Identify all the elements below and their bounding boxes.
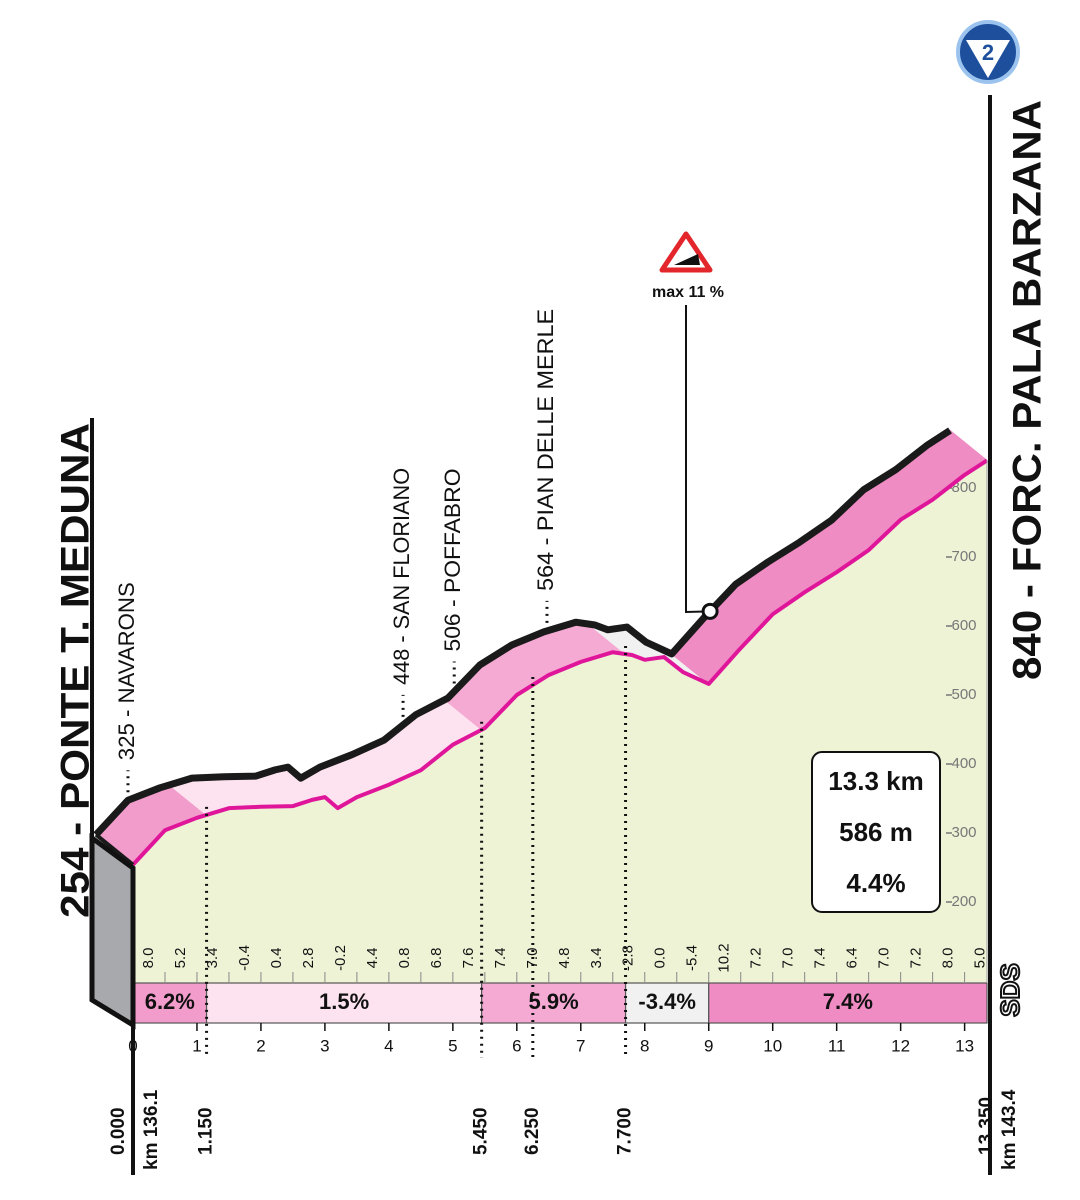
gradient-label: -5.4 [684, 945, 701, 971]
start-block [89, 833, 136, 1030]
start-label: 254 - PONTE T. MEDUNA [54, 423, 98, 918]
gradient-label: 8.0 [140, 948, 157, 969]
gradient-label: 7.0 [780, 948, 797, 969]
start-edge [94, 833, 135, 867]
gradient-label: 7.6 [460, 948, 477, 969]
gradient-label: 0.4 [268, 948, 285, 969]
max-gradient-leader [685, 305, 711, 614]
end-label: 840 - FORC. PALA BARZANA [1006, 100, 1050, 680]
gradient-label: 2.8 [300, 948, 317, 969]
y-tick-label: 600 [951, 617, 976, 634]
gradient-label: 7.2 [908, 948, 925, 969]
distance-marker-label: 0.000 [108, 1107, 129, 1155]
y-tick-label: 800 [951, 479, 976, 496]
waypoint-label: 506 - POFFABRO [440, 468, 465, 651]
x-tick-label: 2 [256, 1036, 265, 1055]
section-bar [132, 982, 208, 1024]
x-tick-label: 3 [320, 1036, 329, 1055]
waypoint-label: 564 - PIAN DELLE MERLE [533, 309, 558, 591]
x-tick-label: 7 [576, 1036, 585, 1055]
x-tick-label: 11 [828, 1036, 846, 1055]
max-gradient-label: max 11 % [652, 284, 724, 301]
profile-top-edge [93, 427, 952, 838]
waypoint-label: 448 - SAN FLORIANO [389, 468, 414, 685]
gradient-label: 6.8 [428, 948, 445, 969]
gradient-label: 6.4 [844, 948, 861, 969]
section-label: 5.9% [529, 989, 579, 1014]
y-tick-label: 200 [951, 893, 976, 910]
section-bar [481, 982, 627, 1024]
section-bar [624, 982, 710, 1024]
gradient-label: -0.4 [236, 945, 253, 971]
gradient-label: 5.0 [972, 948, 989, 969]
badge-number: 2 [982, 40, 994, 65]
x-tick-label: 12 [891, 1036, 910, 1055]
gradient-label: 7.4 [492, 948, 509, 969]
x-tick-label: 10 [763, 1036, 782, 1055]
distance-marker-label: 6.250 [522, 1107, 543, 1155]
gradient-label: 7.0 [876, 948, 893, 969]
x-tick-label: 5 [448, 1036, 457, 1055]
y-tick-label: 700 [951, 548, 976, 565]
stats-gradient: 4.4% [846, 868, 905, 898]
gradient-label: -2.8 [620, 945, 637, 971]
gradient-label: 8.0 [940, 948, 957, 969]
badge-triangle [966, 40, 1010, 78]
distance-marker-label: 1.150 [196, 1107, 217, 1155]
section-bar [205, 982, 483, 1024]
section-bar [708, 982, 988, 1024]
distance-marker-label: 5.450 [471, 1107, 492, 1155]
stats-box [811, 751, 941, 913]
section-label: 6.2% [145, 989, 195, 1014]
x-tick-label: 0 [128, 1036, 137, 1055]
gradient-label: 4.4 [364, 948, 381, 969]
gradient-label: 0.8 [396, 948, 413, 969]
x-tick-label: 8 [640, 1036, 649, 1055]
gradient-label: -0.2 [332, 945, 349, 971]
section-label: 1.5% [319, 989, 369, 1014]
ground-fill [133, 460, 987, 983]
start-km-label: km 136.1 [141, 1089, 162, 1170]
gradient-label: 5.2 [172, 948, 189, 969]
profile-line [131, 458, 989, 867]
gradient-label: 10.2 [716, 943, 733, 972]
max-gradient-point [701, 602, 719, 620]
y-tick-label: 400 [951, 755, 976, 772]
gradient-label: 7.4 [812, 948, 829, 969]
stats-gain: 586 m [839, 817, 913, 847]
x-tick-label: 6 [512, 1036, 521, 1055]
waypoint-label: 325 - NAVARONS [114, 582, 139, 760]
distance-marker-label: 13.350 [976, 1097, 997, 1155]
x-tick-label: 4 [384, 1036, 393, 1055]
x-tick-label: 9 [704, 1036, 713, 1055]
stats-distance: 13.3 km [828, 766, 923, 796]
section-label: 7.4% [823, 989, 873, 1014]
gradient-label: 3.4 [588, 948, 605, 969]
gradient-label: 3.4 [204, 948, 221, 969]
end-km-label: km 143.4 [999, 1089, 1020, 1170]
distance-marker-label: 7.700 [615, 1107, 636, 1155]
x-tick-label: 1 [192, 1036, 201, 1055]
logo: SDS [995, 963, 1025, 1016]
gradient-label: 0.0 [652, 948, 669, 969]
section-label: -3.4% [638, 989, 695, 1014]
warning-icon [674, 254, 700, 265]
gradient-label: 4.8 [556, 948, 573, 969]
y-tick-label: 300 [951, 824, 976, 841]
y-tick-label: 500 [951, 686, 976, 703]
x-tick-label: 13 [955, 1036, 974, 1055]
gradient-label: 7.2 [748, 948, 765, 969]
